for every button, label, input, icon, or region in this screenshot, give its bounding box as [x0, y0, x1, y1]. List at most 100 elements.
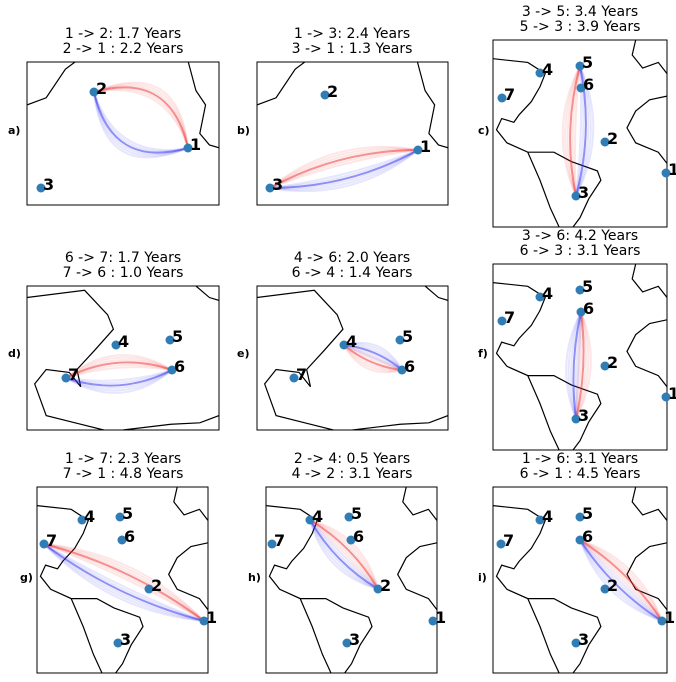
coastline — [493, 282, 602, 450]
panel-letter: d) — [8, 347, 21, 360]
trajectory — [575, 311, 582, 420]
trajectory — [309, 519, 379, 590]
panel-title: 3 -> 1 : 1.3 Years — [292, 41, 413, 57]
coastline — [167, 542, 208, 611]
trajectory — [343, 344, 403, 371]
coastline — [527, 375, 560, 450]
trajectory — [309, 519, 379, 590]
node-label: 5 — [582, 53, 593, 72]
map-frame — [492, 263, 668, 451]
trajectory — [309, 519, 379, 590]
trajectory — [43, 543, 205, 622]
node-point — [111, 340, 121, 350]
node-label: 7 — [503, 531, 514, 550]
node-point — [413, 145, 423, 155]
node-point — [535, 68, 545, 78]
coastline — [493, 58, 602, 227]
node-point — [571, 638, 581, 648]
node-label: 1 — [664, 608, 675, 627]
coastline — [37, 505, 144, 673]
trajectory — [309, 519, 379, 590]
node-point — [36, 183, 46, 193]
panel-title: 6 -> 4 : 1.4 Years — [292, 265, 413, 281]
map-area — [266, 487, 437, 673]
trajectory — [309, 519, 379, 590]
map-area — [27, 286, 219, 430]
trajectory — [575, 311, 590, 420]
node-label: 2 — [607, 576, 618, 595]
trajectory — [579, 539, 663, 622]
map-frame — [265, 486, 438, 674]
panel-title: 5 -> 3 : 3.9 Years — [520, 19, 641, 35]
node-point — [267, 539, 277, 549]
trajectory — [65, 369, 173, 392]
node-label: 4 — [542, 284, 553, 303]
trajectory — [269, 145, 419, 189]
trajectory — [343, 344, 403, 371]
trajectory — [269, 149, 419, 193]
node-point — [661, 392, 671, 402]
trajectory — [579, 539, 663, 622]
trajectory — [309, 519, 379, 590]
coastline — [27, 62, 76, 106]
trajectory — [93, 91, 189, 154]
panel-letter: e) — [237, 347, 250, 360]
map-frame — [26, 61, 220, 206]
node-point — [575, 285, 585, 295]
coastline — [402, 487, 437, 521]
node-label: 1 — [190, 135, 201, 154]
node-label: 2 — [96, 79, 107, 98]
coastline — [424, 286, 448, 301]
coastline — [527, 151, 560, 227]
trajectory — [573, 65, 581, 197]
coastline — [266, 505, 373, 673]
trajectory — [43, 543, 205, 622]
panel-title: 6 -> 1 : 4.5 Years — [520, 466, 641, 482]
coastline — [631, 264, 667, 298]
panel-title: 1 -> 3: 2.4 Years — [294, 26, 410, 42]
node-point — [535, 292, 545, 302]
node-point — [61, 373, 71, 383]
trajectory — [579, 539, 663, 622]
trajectory — [566, 65, 581, 197]
panel-title: 4 -> 6: 2.0 Years — [294, 250, 410, 266]
trajectory — [575, 65, 592, 197]
trajectory — [65, 369, 173, 389]
node-point — [144, 584, 154, 594]
coastline — [352, 415, 448, 430]
map-frame — [256, 285, 449, 431]
node-point — [600, 361, 610, 371]
node-point — [344, 512, 354, 522]
trajectory — [65, 369, 173, 394]
map-area — [493, 40, 667, 227]
trajectory — [93, 81, 189, 149]
trajectory — [343, 344, 403, 374]
node-point — [289, 373, 299, 383]
node-point — [183, 143, 193, 153]
node-label: 3 — [272, 175, 283, 194]
node-label: 7 — [504, 85, 515, 104]
node-point — [661, 168, 671, 178]
trajectory — [565, 311, 582, 420]
panel-title: 1 -> 2: 1.7 Years — [65, 26, 181, 42]
node-label: 4 — [542, 60, 553, 79]
panel-letter: h) — [248, 571, 261, 584]
trajectory — [269, 147, 419, 189]
node-label: 5 — [402, 327, 413, 346]
trajectory — [269, 149, 419, 189]
trajectory — [93, 83, 189, 149]
trajectory — [564, 65, 581, 197]
trajectory — [65, 356, 173, 379]
node-label: 1 — [206, 608, 217, 627]
panel-title: 1 -> 6: 3.1 Years — [522, 451, 638, 467]
trajectory — [570, 311, 582, 420]
trajectory — [343, 341, 403, 371]
trajectory — [65, 361, 173, 379]
trajectory — [343, 344, 403, 372]
